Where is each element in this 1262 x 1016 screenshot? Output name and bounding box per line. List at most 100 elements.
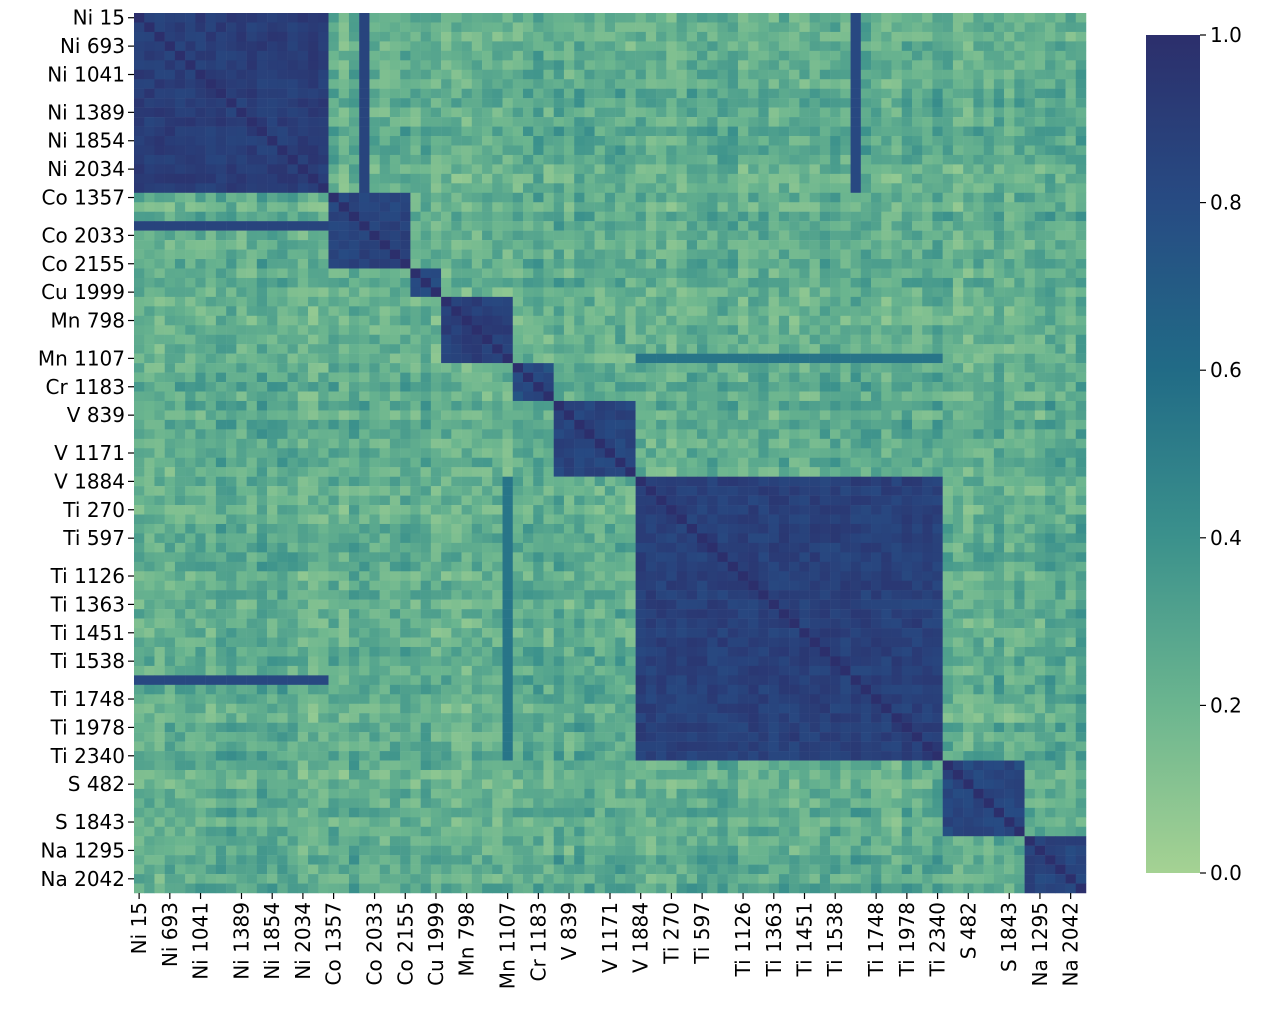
heatmap-cell (1004, 22, 1015, 33)
heatmap-cell (840, 372, 851, 383)
heatmap-cell (482, 202, 493, 212)
heatmap-cell (471, 505, 483, 515)
heatmap-cell (389, 79, 401, 89)
heatmap-cell (789, 514, 800, 525)
heatmap-cell (134, 145, 145, 156)
heatmap-cell (502, 448, 514, 458)
heatmap-cell (502, 429, 514, 440)
heatmap-cell (471, 69, 483, 80)
heatmap-cell (287, 315, 299, 326)
heatmap-cell (389, 306, 401, 317)
heatmap-cell (287, 259, 299, 269)
heatmap-cell (799, 448, 810, 458)
heatmap-cell (430, 126, 442, 137)
heatmap-cell (563, 400, 575, 411)
heatmap-cell (256, 221, 268, 231)
heatmap-cell (389, 287, 401, 298)
heatmap-cell (451, 136, 462, 146)
heatmap-cell (973, 353, 984, 364)
heatmap-cell (164, 60, 176, 71)
heatmap-cell (328, 296, 339, 307)
heatmap-cell (604, 164, 616, 175)
heatmap-cell (512, 296, 524, 307)
heatmap-cell (134, 438, 145, 449)
heatmap-cell (615, 495, 626, 506)
heatmap-cell (768, 98, 780, 108)
heatmap-cell (604, 429, 616, 440)
heatmap-cell (389, 31, 401, 42)
heatmap-cell (1004, 69, 1015, 80)
heatmap-cell (758, 268, 769, 279)
heatmap-cell (901, 410, 913, 421)
heatmap-cell (369, 505, 380, 515)
heatmap-cell (441, 136, 452, 146)
heatmap-cell (911, 467, 923, 477)
heatmap-cell (789, 467, 800, 477)
heatmap-cell (656, 457, 667, 468)
heatmap-cell (1045, 164, 1056, 175)
heatmap-cell (645, 41, 657, 52)
heatmap-cell (277, 268, 288, 279)
heatmap-cell (727, 211, 739, 222)
heatmap-cell (594, 22, 606, 33)
heatmap-cell (1045, 230, 1056, 241)
heatmap-cell (553, 382, 565, 392)
heatmap-cell (799, 145, 810, 156)
heatmap-cell (983, 448, 995, 458)
heatmap-cell (256, 126, 268, 137)
heatmap-cell (318, 69, 329, 80)
heatmap-cell (205, 353, 217, 364)
heatmap-cell (625, 334, 636, 345)
heatmap-cell (215, 240, 227, 250)
heatmap-cell (911, 296, 923, 307)
heatmap-cell (615, 438, 626, 449)
heatmap-cell (553, 334, 565, 345)
heatmap-cell (676, 325, 688, 335)
heatmap-cell (871, 419, 882, 430)
heatmap-cell (768, 136, 780, 146)
heatmap-cell (666, 429, 677, 440)
heatmap-cell (1045, 50, 1056, 61)
heatmap-cell (993, 183, 1005, 194)
heatmap-cell (850, 438, 862, 449)
heatmap-cell (952, 372, 964, 383)
heatmap-cell (451, 419, 462, 430)
heatmap-cell (860, 126, 872, 137)
heatmap-cell (359, 448, 370, 458)
heatmap-cell (246, 467, 258, 477)
heatmap-cell (748, 221, 759, 231)
heatmap-cell (359, 467, 370, 477)
heatmap-cell (635, 448, 647, 458)
heatmap-cell (891, 79, 902, 89)
heatmap-cell (850, 230, 862, 241)
heatmap-cell (389, 202, 401, 212)
heatmap-cell (461, 50, 473, 61)
heatmap-cell (1045, 476, 1056, 487)
heatmap-cell (717, 448, 728, 458)
heatmap-cell (318, 183, 329, 194)
heatmap-cell (911, 249, 923, 260)
heatmap-cell (1075, 221, 1087, 231)
heatmap-cell (727, 268, 739, 279)
heatmap-cell (615, 22, 626, 33)
heatmap-cell (768, 230, 780, 241)
heatmap-cell (144, 495, 155, 506)
heatmap-cell (164, 400, 176, 411)
heatmap-cell (297, 353, 309, 364)
heatmap-cell (563, 344, 575, 354)
heatmap-cell (707, 467, 718, 477)
heatmap-cell (932, 98, 943, 108)
heatmap-cell (328, 145, 339, 156)
heatmap-cell (328, 13, 339, 23)
heatmap-cell (840, 31, 851, 42)
heatmap-cell (963, 230, 974, 241)
heatmap-cell (389, 60, 401, 71)
heatmap-cell (676, 192, 688, 203)
heatmap-cell (615, 145, 626, 156)
heatmap-cell (287, 514, 299, 525)
heatmap-cell (983, 306, 995, 317)
heatmap-cell (830, 268, 841, 279)
heatmap-cell (461, 372, 473, 383)
heatmap-cell (451, 467, 462, 477)
heatmap-cell (942, 287, 954, 298)
